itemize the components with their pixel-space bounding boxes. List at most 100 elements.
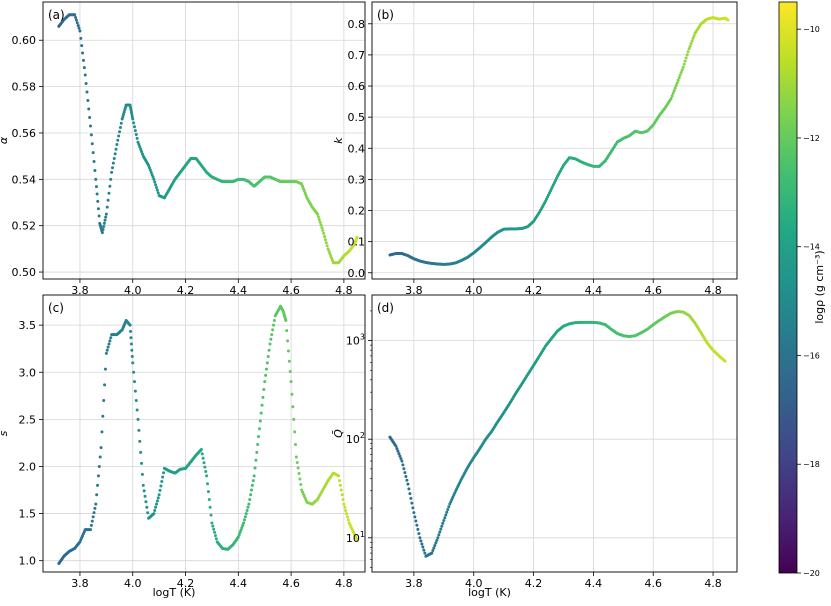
data-point	[129, 105, 133, 109]
x-axis-label: logT (K)	[153, 586, 196, 599]
y-tick-label: 3.5	[19, 319, 37, 332]
data-point	[438, 530, 442, 534]
data-point	[272, 318, 276, 322]
data-point	[130, 355, 134, 359]
x-tick-label: 4.2	[177, 284, 195, 297]
data-point	[74, 18, 78, 22]
data-point	[288, 369, 292, 373]
data-point	[445, 510, 449, 514]
data-point	[129, 342, 133, 346]
data-point	[123, 105, 127, 109]
y-tick-label: 2.0	[19, 460, 37, 473]
data-point	[214, 537, 218, 541]
data-point	[97, 464, 101, 468]
data-point	[324, 241, 328, 245]
data-point	[91, 151, 95, 155]
data-point	[671, 91, 675, 95]
data-point	[161, 475, 165, 479]
y-tick-label: 1.0	[19, 555, 37, 568]
data-point	[111, 166, 115, 170]
data-point	[685, 53, 689, 57]
data-point	[355, 538, 359, 542]
y-tick-label: 0.3	[348, 173, 366, 186]
data-point	[247, 502, 251, 506]
plot-frame	[371, 294, 738, 573]
data-point	[91, 515, 95, 519]
data-point	[437, 533, 441, 537]
data-point	[135, 136, 139, 140]
y-tick-label: 0.2	[348, 205, 366, 218]
data-point	[157, 493, 161, 497]
data-point	[323, 235, 327, 239]
y-tick-label: 0.52	[12, 220, 37, 233]
data-point	[121, 115, 125, 119]
data-point	[395, 447, 399, 451]
data-point	[262, 388, 266, 392]
data-point	[397, 452, 401, 456]
data-point	[132, 370, 136, 374]
data-point	[122, 112, 125, 116]
data-point	[146, 511, 150, 515]
data-point	[201, 456, 205, 460]
data-point	[400, 459, 404, 463]
data-point	[143, 494, 147, 498]
data-point	[242, 518, 246, 522]
data-point	[422, 548, 426, 552]
data-point	[343, 505, 347, 509]
data-point	[212, 527, 216, 531]
y-tick-label: 0.5	[348, 111, 366, 124]
data-point	[345, 515, 349, 519]
data-point	[675, 81, 679, 85]
y-tick-label: 0.54	[12, 173, 37, 186]
data-point	[85, 90, 89, 94]
data-point	[236, 535, 240, 539]
data-point	[293, 430, 297, 434]
data-point	[294, 455, 298, 459]
x-tick-label: 4.0	[124, 577, 142, 590]
data-point	[416, 527, 420, 531]
data-point	[94, 502, 98, 506]
data-point	[398, 454, 402, 458]
data-point	[130, 348, 134, 352]
data-point	[246, 505, 250, 509]
data-point	[272, 323, 276, 327]
data-point	[204, 470, 208, 474]
data-point	[100, 430, 104, 434]
plot-frame	[42, 294, 366, 573]
data-point	[323, 238, 327, 242]
data-point	[417, 532, 421, 536]
data-point	[330, 258, 334, 262]
data-point	[128, 103, 132, 107]
data-point	[107, 342, 111, 346]
data-point	[149, 170, 153, 174]
data-point	[109, 177, 113, 181]
data-point	[678, 73, 682, 77]
data-point	[213, 534, 217, 538]
data-point	[103, 383, 107, 387]
data-point	[104, 215, 108, 219]
y-tick-label: 1.5	[19, 508, 37, 521]
colorbar-tick-label: −12	[803, 134, 820, 143]
data-point	[156, 496, 160, 500]
data-point	[119, 121, 123, 125]
data-point	[142, 489, 146, 493]
data-point	[258, 419, 262, 423]
data-point	[257, 435, 261, 439]
data-point	[83, 73, 87, 77]
data-point	[293, 442, 297, 446]
data-point	[134, 133, 138, 137]
data-point	[108, 184, 112, 188]
data-point	[94, 185, 98, 189]
data-point	[270, 333, 274, 337]
data-point	[130, 112, 134, 116]
data-point	[111, 161, 115, 165]
x-tick-label: 4.4	[585, 577, 603, 590]
data-point	[113, 152, 117, 156]
data-point	[132, 380, 136, 384]
data-point	[726, 18, 730, 22]
data-point	[339, 488, 343, 492]
data-point	[442, 518, 446, 522]
y-axis-label: α	[0, 136, 10, 144]
data-point	[413, 515, 417, 519]
y-tick-label: 0.60	[12, 34, 37, 47]
